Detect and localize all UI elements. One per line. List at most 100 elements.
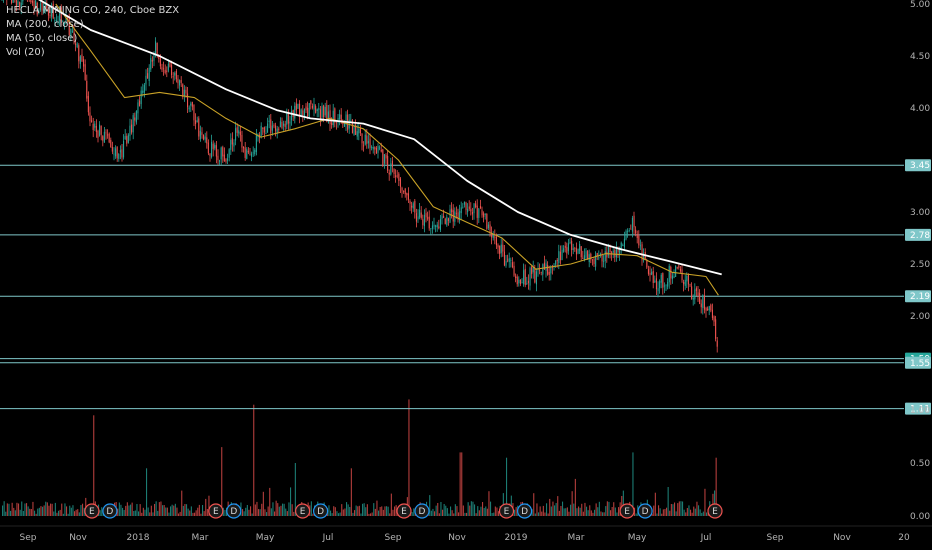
volume-bar (376, 500, 378, 516)
candle-body (692, 298, 694, 300)
candle-body (585, 251, 587, 258)
volume-bar (147, 507, 149, 516)
candle-body (595, 254, 597, 267)
volume-bar (163, 505, 165, 516)
volume-bar (80, 505, 82, 516)
volume-bar (490, 501, 492, 516)
candle-body (703, 295, 705, 310)
volume-bar (610, 510, 612, 516)
volume-bar (443, 504, 445, 516)
candle-body (439, 219, 441, 230)
volume-bar (702, 511, 704, 516)
candle-body (311, 105, 313, 108)
candle-body (220, 147, 222, 160)
volume-bar (291, 504, 293, 516)
candle-body (291, 111, 293, 121)
candle-body (628, 230, 630, 232)
volume-bar (696, 501, 698, 516)
earnings-event-icon[interactable]: E (707, 503, 723, 519)
event-label: E (624, 507, 630, 517)
candle-body (489, 224, 491, 232)
volume-bars (2, 399, 719, 516)
candle-body (649, 272, 651, 275)
candle-body (73, 31, 75, 42)
dividend-event-icon[interactable]: D (226, 503, 242, 519)
candle-body (495, 236, 497, 246)
candle-body (524, 268, 526, 286)
candle-body (361, 133, 363, 144)
volume-bar (682, 501, 684, 516)
volume-bar (514, 509, 516, 516)
candle-body (51, 5, 53, 17)
volume-legend[interactable]: Vol (20) (6, 47, 45, 58)
volume-bar (56, 512, 58, 516)
ma200-legend[interactable]: MA (200, close) (6, 19, 84, 30)
volume-bar (130, 504, 132, 516)
volume-bar (176, 507, 178, 516)
volume-bar (5, 511, 7, 516)
volume-bar (277, 503, 279, 516)
dividend-event-icon[interactable]: D (102, 503, 118, 519)
candle-body (331, 122, 333, 125)
candle-body (548, 271, 550, 275)
volume-bar (589, 505, 591, 516)
earnings-event-icon[interactable]: E (295, 503, 311, 519)
candle-body (379, 147, 381, 149)
volume-bar (531, 509, 533, 516)
earnings-event-icon[interactable]: E (208, 503, 224, 519)
candle-body (33, 1, 35, 9)
volume-bar (378, 510, 380, 516)
candle-body (713, 316, 715, 322)
legend: HECLA MINING CO, 240, Cboe BZX MA (200, … (6, 4, 179, 60)
candle-body (246, 149, 248, 159)
volume-bar (605, 506, 607, 516)
candle-body (127, 135, 129, 143)
candle-body (263, 127, 265, 133)
candle-body (662, 273, 664, 288)
candle-body (300, 109, 302, 116)
candle-body (49, 15, 51, 16)
candle-body (383, 154, 385, 164)
event-circle (208, 503, 224, 519)
volume-bar (549, 498, 551, 516)
candle-body (180, 80, 182, 83)
candle-body (363, 145, 365, 147)
dividend-event-icon[interactable]: D (516, 503, 533, 519)
candle-body (195, 120, 197, 124)
volume-bar (690, 509, 692, 516)
volume-bar (714, 490, 716, 516)
earnings-event-icon[interactable]: E (396, 503, 412, 519)
ma50-legend[interactable]: MA (50, close) (6, 33, 78, 44)
candle-body (697, 292, 699, 296)
volume-bar (485, 506, 487, 516)
volume-bar (59, 509, 61, 516)
volume-bar (162, 505, 164, 516)
volume-bar (125, 505, 127, 516)
candle-body (131, 124, 133, 133)
candle-body (191, 101, 193, 107)
volume-bar (32, 501, 34, 516)
volume-bar (448, 513, 450, 516)
candle-body (631, 217, 633, 232)
volume-bar (382, 509, 384, 516)
candle-body (283, 123, 285, 126)
candle-body (55, 20, 57, 21)
volume-bar (54, 502, 56, 516)
earnings-event-icon[interactable]: E (84, 503, 100, 519)
earnings-event-icon[interactable]: E (619, 503, 635, 519)
candle-body (355, 125, 357, 135)
candle-body (519, 279, 521, 285)
dividend-event-icon[interactable]: D (414, 503, 430, 519)
dividend-event-icon[interactable]: D (637, 503, 653, 519)
volume-bar (573, 503, 575, 516)
volume-bar (590, 510, 592, 516)
volume-bar (560, 506, 562, 516)
earnings-event-icon[interactable]: E (498, 503, 515, 519)
candle-body (177, 78, 179, 84)
volume-bar (269, 487, 271, 516)
dividend-event-icon[interactable]: D (313, 503, 329, 519)
volume-bar (165, 507, 167, 516)
volume-bar (600, 511, 602, 516)
